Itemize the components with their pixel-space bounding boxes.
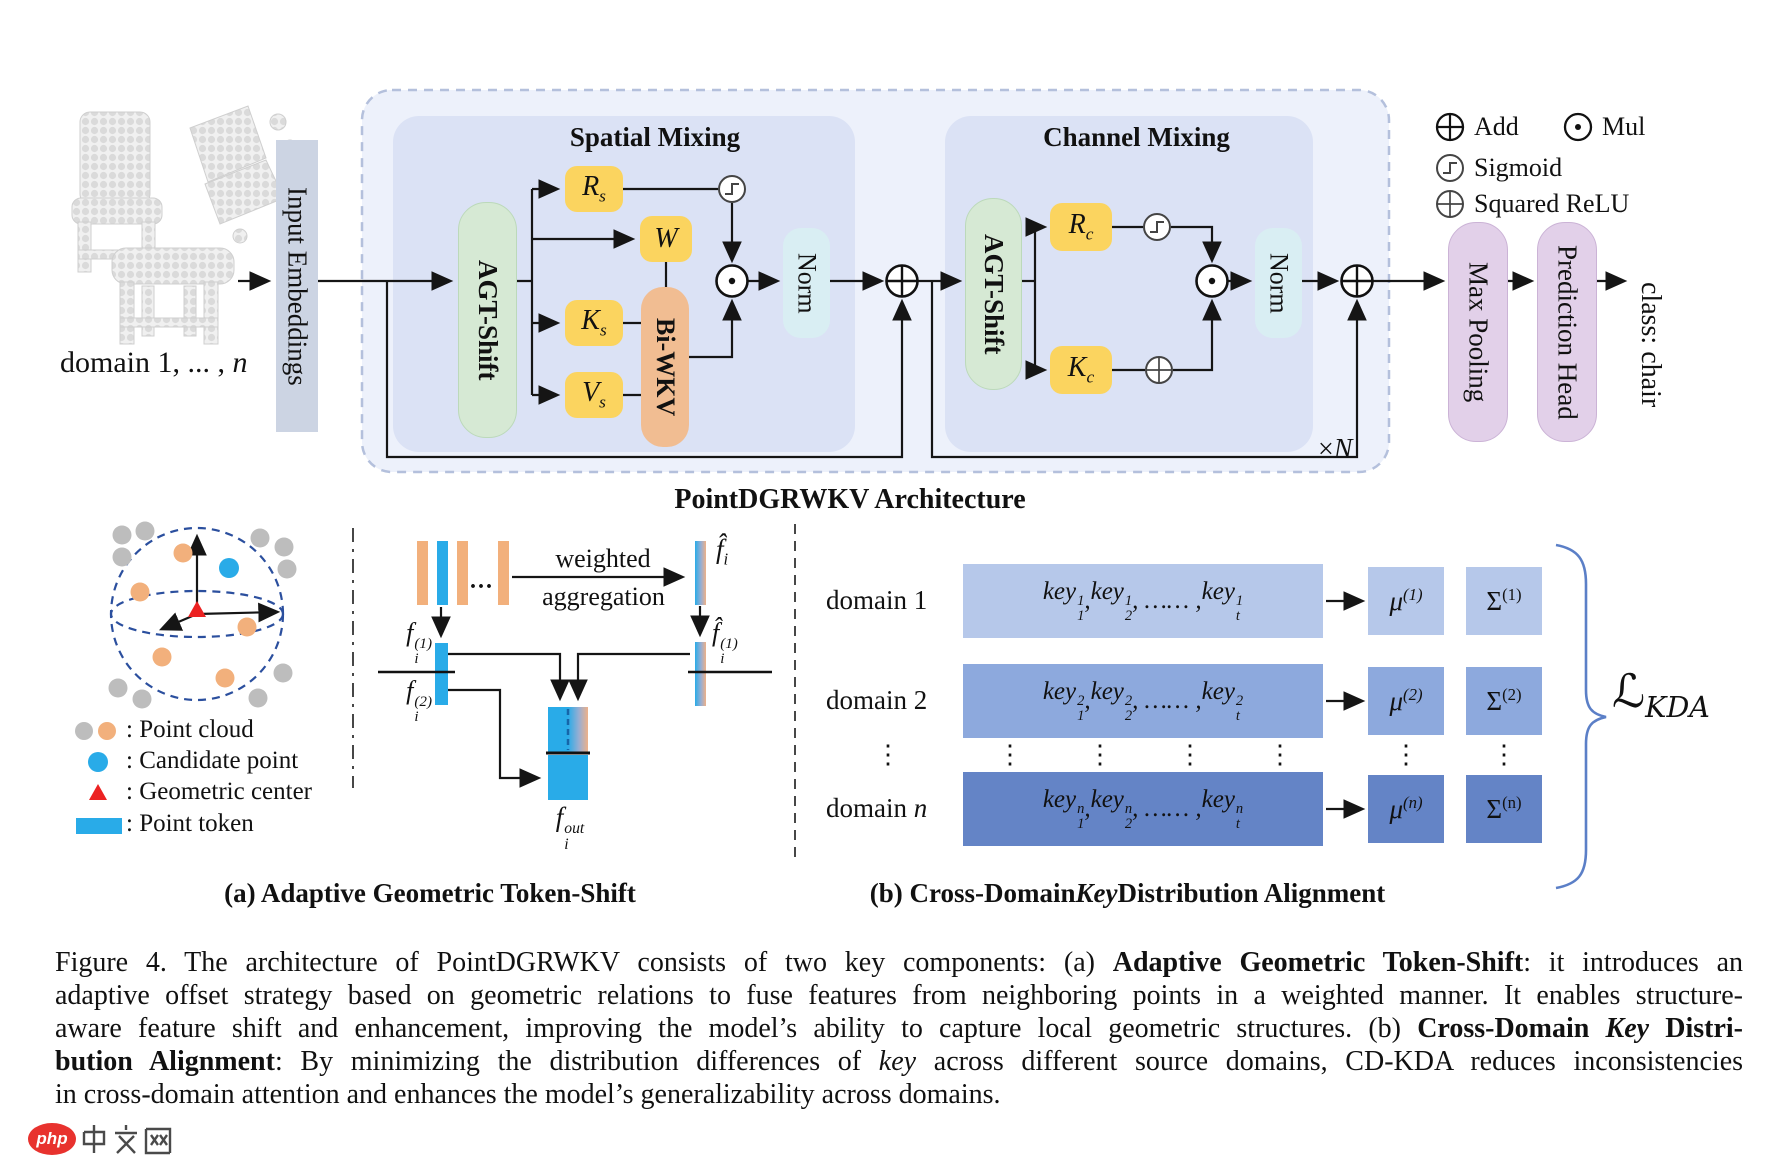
keys-row-n: key n 1 , key n 2 , …… , key n t [963,772,1323,846]
legend-mul-label: Mul [1602,112,1646,141]
legend-point-cloud: : Point cloud [126,716,254,743]
norm-spatial-label: Norm [792,252,822,314]
rc-block: Rc [1050,203,1112,251]
f-out-label: f out i [555,802,585,854]
architecture-title: PointDGRWKV Architecture [674,484,1026,515]
candidate-point-dot [219,558,239,578]
dots-domain-col: ⋮ [875,740,901,769]
point-cloud-chairs [71,105,302,345]
mu-n-box: μ(n) [1368,775,1444,843]
sigmoid-op-spatial [718,175,746,203]
point-cloud-dots-orange [130,543,257,688]
norm-spatial-block: Norm [783,228,830,338]
add-op-1 [885,264,919,298]
repeat-n-label: ×N [1318,434,1353,465]
domain-2-label: domain 2 [826,685,928,715]
max-pooling-block: Max Pooling [1448,222,1508,442]
token-shift-legend-swatches [75,722,122,834]
mul-op-spatial [715,264,749,298]
output-class: class: chair [1635,282,1666,408]
caption-line-5: in cross-domain attention and enhances t… [55,1079,1001,1110]
kc-block: Kc [1050,346,1112,394]
max-pooling-label: Max Pooling [1463,261,1494,403]
caption-a: (a) Adaptive Geometric Token-Shift [224,878,636,908]
architecture-wires [238,179,1628,459]
brace [1555,543,1607,890]
geometric-center-marker [188,601,206,617]
legend-geometric-center: : Geometric center [126,778,313,805]
caption-line-1: Figure 4. The architecture of PointDGRWK… [55,947,1743,978]
f-2-label: f (2) i [406,676,432,726]
sigmoid-op-channel [1143,213,1171,241]
legend-point-token: : Point token [126,810,254,837]
add-legend-icon [1435,112,1465,142]
channel-mixing-title: Channel Mixing [1043,122,1230,152]
agt-shift-channel-block: AGT-Shift [965,198,1022,390]
agt-shift-spatial-block: AGT-Shift [458,202,517,438]
add-op-2 [1340,264,1374,298]
f-1-label: f (1) i [406,618,432,668]
watermark-cn-glyphs [82,1125,172,1155]
watermark-brand: php [36,1129,68,1148]
kda-loss-label: ℒKDA [1612,664,1710,725]
agt-shift-channel-label: AGT-Shift [979,233,1009,355]
sigma-2-box: Σ(2) [1466,667,1542,735]
f-hat-label: f̂i [716,534,729,569]
mul-legend-icon [1563,112,1593,142]
bi-wkv-label: Bi-WKV [651,317,680,417]
spatial-mixing-title: Spatial Mixing [569,122,741,152]
mul-op-channel [1195,264,1229,298]
dots-key-col-2: ⋮ [1087,740,1113,769]
input-embeddings-label: Input Embeddings [282,186,313,386]
legend-sigmoid-label: Sigmoid [1474,153,1563,182]
dots-sigma-col: ⋮ [1491,740,1517,769]
dots-key-col-3: ⋮ [1177,740,1203,769]
domain-1-label: domain 1 [826,585,928,615]
dots-key-col-4: ⋮ [1267,740,1293,769]
squared-relu-op [1145,356,1173,384]
weighted-label: weighted [555,544,651,573]
bi-wkv-block: Bi-WKV [641,287,689,447]
mu-1-box: μ(1) [1368,567,1444,635]
sigma-n-box: Σ(n) [1466,775,1542,843]
vs-block: Vs [565,372,623,418]
rs-block: Rs [565,166,623,212]
legend-squared-relu-label: Squared ReLU [1474,189,1630,218]
caption-line-3: aware feature shift and enhancement, imp… [55,1013,1743,1044]
prediction-head-label: Prediction Head [1552,244,1583,420]
token-shift-diagram [378,541,772,800]
kda-graphics [1326,543,1607,890]
caption-line-4: bution Alignment: By minimizing the dist… [55,1046,1744,1077]
caption-b: (b) Cross-Domain Key Distribution Alignm… [869,878,1386,908]
f-hat-1-label: f̂ (1) i [712,618,738,668]
bars-ellipsis: ... [470,568,494,594]
legend-add-label: Add [1474,112,1519,141]
input-embeddings-block: Input Embeddings [276,140,318,432]
sigma-1-box: Σ(1) [1466,567,1542,635]
sphere-diagram [108,521,297,709]
keys-row-2: key 2 1 , key 2 2 , …… , key 2 t [963,664,1323,738]
watermark-logo: php [28,1123,76,1155]
operator-symbols [715,112,1593,384]
aggregation-label: aggregation [542,582,665,611]
norm-channel-label: Norm [1264,252,1294,314]
agt-shift-spatial-label: AGT-Shift [473,259,503,381]
figure-caption: Figure 4. The architecture of PointDGRWK… [55,946,1743,1111]
caption-line-2: adaptive offset strategy based on geomet… [55,980,1743,1011]
w-block: W [640,216,692,262]
mu-2-box: μ(2) [1368,667,1444,735]
point-cloud-dots-gray [108,521,297,709]
ks-block: Ks [565,300,623,346]
dots-mu-col: ⋮ [1393,740,1419,769]
domain-input-label: domain 1, ... , n [60,346,248,379]
norm-channel-block: Norm [1255,228,1302,338]
squared-relu-legend-icon [1436,190,1464,218]
legend-candidate-point: : Candidate point [126,747,299,774]
dots-key-col-1: ⋮ [997,740,1023,769]
sigmoid-legend-icon [1436,154,1464,182]
domain-n-label: domain n [826,793,928,823]
keys-row-1: key 1 1 , key 1 2 , …… , key 1 t [963,564,1323,638]
prediction-head-block: Prediction Head [1537,222,1597,442]
